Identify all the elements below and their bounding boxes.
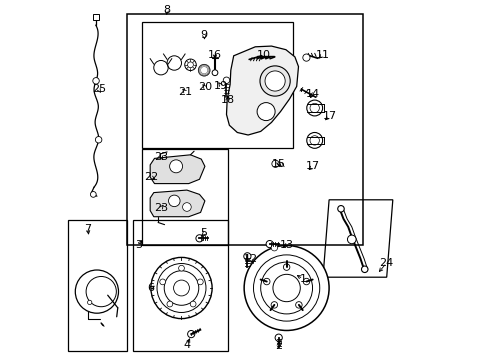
- Circle shape: [309, 103, 319, 113]
- Circle shape: [164, 271, 199, 305]
- Circle shape: [257, 103, 275, 121]
- Bar: [127, 14, 363, 245]
- Circle shape: [95, 136, 102, 143]
- Circle shape: [271, 160, 279, 167]
- Text: 21: 21: [178, 87, 192, 97]
- Text: 7: 7: [84, 224, 91, 234]
- Circle shape: [272, 274, 300, 302]
- Circle shape: [260, 262, 312, 314]
- Circle shape: [303, 278, 309, 285]
- Circle shape: [270, 302, 277, 308]
- Circle shape: [347, 235, 355, 244]
- Text: 18: 18: [220, 95, 234, 105]
- Text: 13: 13: [280, 240, 293, 250]
- Circle shape: [260, 66, 289, 96]
- Circle shape: [160, 279, 165, 285]
- Circle shape: [306, 132, 322, 148]
- Text: 22: 22: [143, 172, 158, 182]
- Circle shape: [196, 235, 203, 242]
- Circle shape: [151, 257, 212, 319]
- Circle shape: [93, 78, 99, 84]
- Bar: [93, 14, 99, 20]
- Polygon shape: [226, 46, 298, 135]
- Text: 19: 19: [214, 81, 228, 91]
- Circle shape: [182, 203, 191, 211]
- Bar: [68, 220, 127, 351]
- Circle shape: [212, 70, 218, 76]
- Circle shape: [270, 244, 277, 251]
- Circle shape: [309, 136, 319, 145]
- Text: 23: 23: [154, 152, 168, 162]
- Text: 17: 17: [305, 161, 319, 171]
- Text: 10: 10: [256, 50, 270, 60]
- Circle shape: [244, 246, 328, 330]
- Bar: [133, 220, 228, 351]
- Circle shape: [275, 334, 282, 341]
- Circle shape: [187, 330, 194, 338]
- Circle shape: [302, 54, 309, 61]
- Text: 3: 3: [135, 240, 142, 250]
- Text: 5: 5: [200, 228, 207, 238]
- Bar: [142, 22, 292, 148]
- Circle shape: [197, 279, 203, 285]
- Polygon shape: [150, 155, 204, 184]
- Circle shape: [295, 302, 302, 308]
- Text: 17: 17: [322, 111, 336, 121]
- Circle shape: [178, 265, 184, 271]
- Text: 23: 23: [154, 203, 168, 213]
- Text: 24: 24: [379, 258, 393, 268]
- Circle shape: [263, 278, 269, 285]
- Circle shape: [157, 264, 205, 312]
- Circle shape: [361, 266, 367, 273]
- Text: 25: 25: [91, 84, 105, 94]
- Circle shape: [223, 77, 229, 84]
- Text: 11: 11: [315, 50, 329, 60]
- Circle shape: [190, 301, 196, 307]
- Circle shape: [283, 264, 289, 270]
- Circle shape: [244, 253, 250, 260]
- Circle shape: [265, 240, 273, 248]
- Text: 15: 15: [271, 159, 285, 169]
- Circle shape: [306, 100, 322, 116]
- Text: 4: 4: [183, 340, 190, 350]
- Bar: [142, 149, 228, 245]
- Circle shape: [86, 276, 116, 307]
- Circle shape: [169, 160, 182, 173]
- Text: 1: 1: [299, 274, 306, 284]
- Text: 20: 20: [198, 82, 211, 92]
- Text: 12: 12: [243, 254, 257, 264]
- Circle shape: [90, 192, 96, 197]
- Text: 14: 14: [305, 89, 319, 99]
- Circle shape: [173, 280, 189, 296]
- Text: 8: 8: [163, 5, 170, 15]
- Circle shape: [264, 71, 285, 91]
- Circle shape: [166, 301, 172, 307]
- Text: 2: 2: [275, 341, 282, 351]
- Text: 6: 6: [147, 283, 154, 293]
- Circle shape: [337, 206, 344, 212]
- Text: 9: 9: [200, 30, 207, 40]
- Text: 16: 16: [207, 50, 222, 60]
- Circle shape: [87, 300, 92, 305]
- Circle shape: [168, 195, 180, 207]
- Circle shape: [75, 270, 118, 313]
- Circle shape: [253, 255, 319, 321]
- Polygon shape: [150, 190, 204, 217]
